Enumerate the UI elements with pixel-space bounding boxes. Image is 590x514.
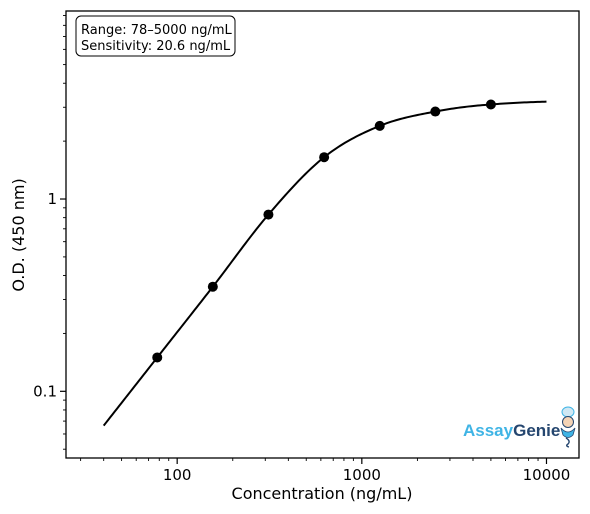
svg-text:AssayGenie: AssayGenie: [463, 421, 560, 440]
y-tick-label: 0.1: [33, 382, 57, 400]
data-point: [430, 106, 441, 117]
assaygenie-logo: AssayGenie: [463, 406, 576, 448]
annotation-box: Range: 78–5000 ng/mL Sensitivity: 20.6 n…: [75, 15, 236, 57]
axis-ticks: [60, 15, 548, 464]
data-point: [374, 120, 385, 131]
x-tick-label: 100: [163, 466, 192, 484]
genie-mascot-icon: [560, 406, 576, 448]
data-point: [207, 281, 218, 292]
plot-frame: [65, 10, 580, 459]
logo-text-genie: Genie: [513, 421, 560, 440]
y-tick-label: 1: [47, 190, 57, 208]
axis-tick-labels: 100 1000 10000 0.1 1: [33, 190, 570, 484]
data-points: [152, 99, 496, 363]
x-tick-label: 1000: [343, 466, 381, 484]
x-tick-label: 10000: [523, 466, 571, 484]
annotation-sensitivity: Sensitivity: 20.6 ng/mL: [81, 39, 231, 54]
data-point: [263, 209, 274, 220]
logo-text-assay: Assay: [463, 421, 514, 440]
data-point: [319, 152, 330, 163]
y-axis-label: O.D. (450 nm): [9, 178, 28, 291]
annotation-range: Range: 78–5000 ng/mL: [81, 23, 233, 38]
data-point: [152, 352, 163, 363]
x-axis-label: Concentration (ng/mL): [232, 484, 413, 503]
data-point: [485, 99, 496, 110]
